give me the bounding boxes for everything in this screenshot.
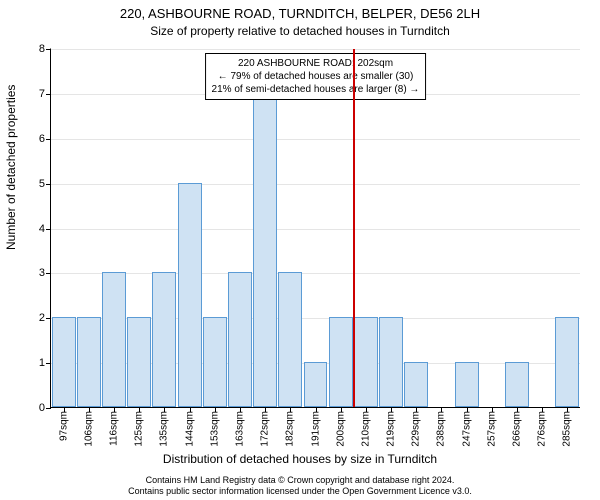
x-tick-label: 200sqm	[335, 407, 346, 447]
x-tick-label: 219sqm	[386, 407, 397, 447]
x-tick-label: 191sqm	[310, 407, 321, 447]
x-tick-label: 247sqm	[461, 407, 472, 447]
y-tick-label: 4	[39, 223, 51, 235]
bar	[379, 317, 403, 407]
bar	[505, 362, 529, 407]
bar	[329, 317, 353, 407]
chart-title: 220, ASHBOURNE ROAD, TURNDITCH, BELPER, …	[0, 6, 600, 21]
y-axis-label: Number of detached properties	[4, 85, 18, 250]
annotation-line: 220 ASHBOURNE ROAD: 202sqm	[212, 57, 420, 70]
x-tick-label: 135sqm	[159, 407, 170, 447]
x-tick-label: 285sqm	[562, 407, 573, 447]
bars-container	[51, 49, 580, 407]
bar	[52, 317, 76, 407]
annotation-line: 21% of semi-detached houses are larger (…	[212, 83, 420, 96]
bar	[253, 93, 277, 407]
bar	[278, 272, 302, 407]
x-tick-label: 266sqm	[512, 407, 523, 447]
x-tick-label: 144sqm	[184, 407, 195, 447]
x-tick-label: 257sqm	[486, 407, 497, 447]
x-tick-label: 229sqm	[411, 407, 422, 447]
bar	[228, 272, 252, 407]
y-tick-label: 8	[39, 43, 51, 55]
plot-area: 220 ASHBOURNE ROAD: 202sqm ← 79% of deta…	[50, 48, 580, 408]
y-tick-label: 7	[39, 88, 51, 100]
bar	[102, 272, 126, 407]
bar	[203, 317, 227, 407]
bar	[127, 317, 151, 407]
y-tick-label: 0	[39, 402, 51, 414]
x-tick-label: 153sqm	[209, 407, 220, 447]
x-tick-label: 106sqm	[83, 407, 94, 447]
marker-line	[353, 49, 355, 407]
x-tick-label: 276sqm	[537, 407, 548, 447]
bar	[455, 362, 479, 407]
x-tick-label: 125sqm	[134, 407, 145, 447]
annotation-line: ← 79% of detached houses are smaller (30…	[212, 70, 420, 83]
y-tick-label: 1	[39, 357, 51, 369]
x-tick-label: 172sqm	[260, 407, 271, 447]
x-tick-label: 116sqm	[108, 407, 119, 446]
y-tick-label: 5	[39, 178, 51, 190]
y-tick-label: 2	[39, 312, 51, 324]
bar	[555, 317, 579, 407]
footer-line: Contains HM Land Registry data © Crown c…	[0, 475, 600, 487]
x-tick-label: 97sqm	[58, 407, 69, 441]
bar	[304, 362, 328, 407]
bar	[178, 183, 202, 407]
x-tick-label: 210sqm	[360, 407, 371, 447]
x-tick-label: 238sqm	[436, 407, 447, 447]
bar	[404, 362, 428, 407]
bar	[77, 317, 101, 407]
chart-subtitle: Size of property relative to detached ho…	[0, 24, 600, 38]
x-tick-label: 163sqm	[234, 407, 245, 447]
footer: Contains HM Land Registry data © Crown c…	[0, 475, 600, 498]
x-tick-label: 182sqm	[285, 407, 296, 447]
y-tick-label: 6	[39, 133, 51, 145]
bar	[354, 317, 378, 407]
y-tick-label: 3	[39, 267, 51, 279]
annotation-box: 220 ASHBOURNE ROAD: 202sqm ← 79% of deta…	[205, 53, 427, 100]
x-axis-label: Distribution of detached houses by size …	[0, 452, 600, 466]
bar	[152, 272, 176, 407]
footer-line: Contains public sector information licen…	[0, 486, 600, 498]
